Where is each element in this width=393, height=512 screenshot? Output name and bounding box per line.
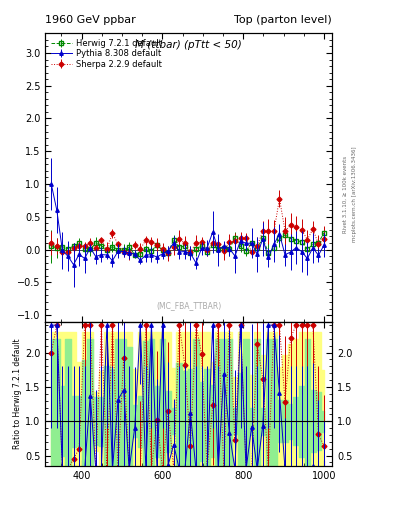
Text: mcplots.cern.ch [arXiv:1306.3436]: mcplots.cern.ch [arXiv:1306.3436] xyxy=(352,147,357,242)
Legend: Herwig 7.2.1 default, Pythia 8.308 default, Sherpa 2.2.9 default: Herwig 7.2.1 default, Pythia 8.308 defau… xyxy=(50,37,163,70)
Y-axis label: Ratio to Herwig 7.2.1 default: Ratio to Herwig 7.2.1 default xyxy=(13,338,22,449)
Text: Top (parton level): Top (parton level) xyxy=(234,14,332,25)
Text: M (ttbar) (pTtt < 50): M (ttbar) (pTtt < 50) xyxy=(135,40,242,51)
Text: 1960 GeV ppbar: 1960 GeV ppbar xyxy=(45,14,136,25)
Text: (MC_FBA_TTBAR): (MC_FBA_TTBAR) xyxy=(156,301,221,310)
Text: Rivet 3.1.10, ≥ 100k events: Rivet 3.1.10, ≥ 100k events xyxy=(343,156,348,233)
